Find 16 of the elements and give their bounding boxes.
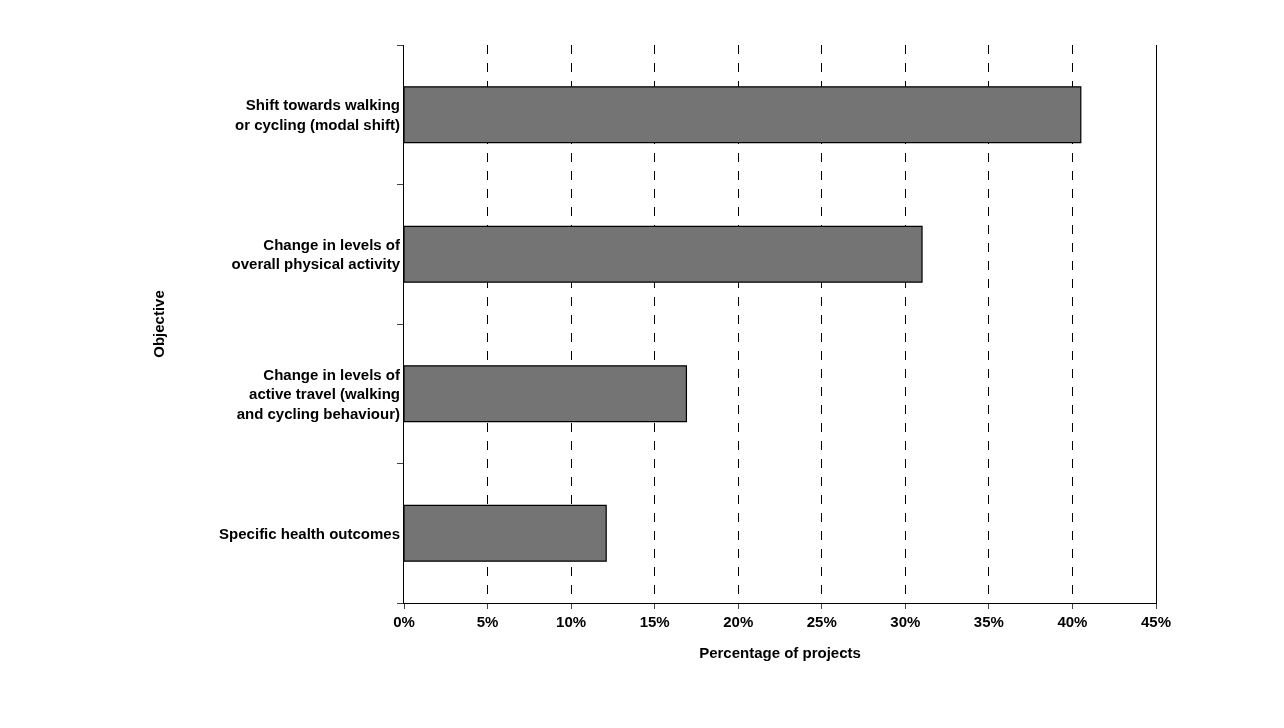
x-tick-label: 30%: [890, 613, 921, 630]
y-tick-label: Shift towards walking or cycling (modal shift): [234, 96, 400, 133]
x-tick-label: 10%: [556, 613, 587, 630]
y-axis-title: Objective: [150, 290, 168, 358]
x-tick-label: 15%: [639, 613, 670, 630]
x-tick-label: 0%: [393, 613, 415, 630]
x-tick-label: 5%: [476, 613, 499, 630]
y-tick-label: Specific health outcomes: [219, 524, 400, 542]
x-tick-label: 45%: [1140, 613, 1172, 630]
x-axis-title: Percentage of projects: [699, 644, 861, 661]
x-tick-label: 35%: [973, 613, 1004, 630]
x-tick-label: 20%: [723, 613, 754, 630]
x-tick-label: 40%: [1057, 613, 1088, 630]
y-tick-label: Change in levels of active travel (walking and cycling behaviour): [236, 365, 401, 422]
y-tick-label: Change in levels of overall physical activity: [231, 235, 401, 273]
x-tick-label: 25%: [806, 613, 837, 630]
